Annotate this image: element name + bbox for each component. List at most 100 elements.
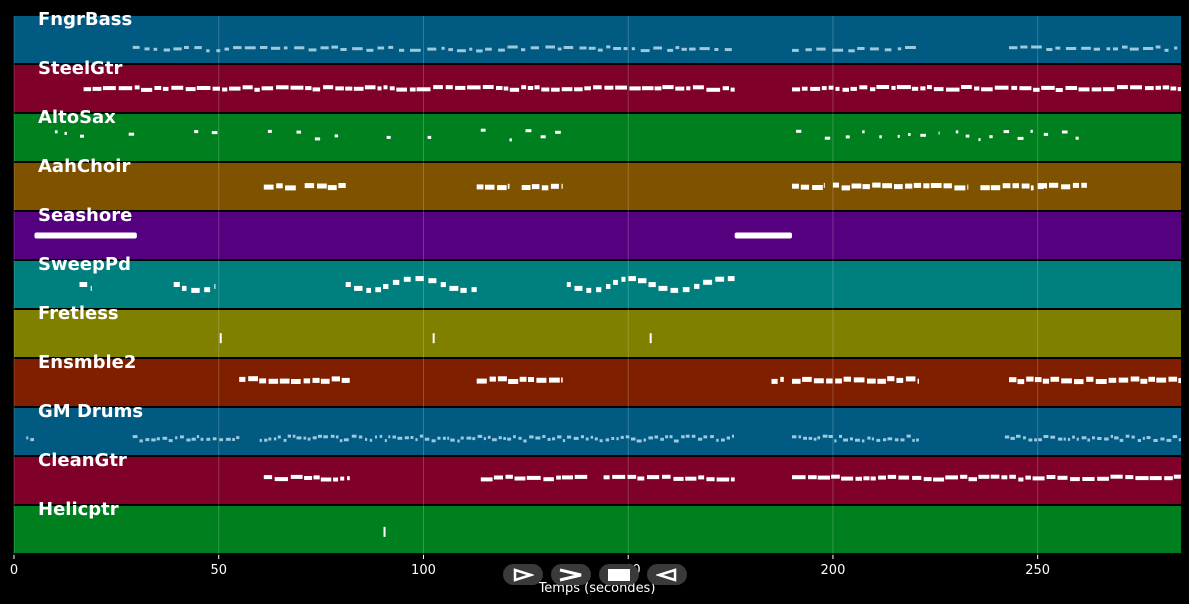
note: [1050, 435, 1056, 439]
note: [340, 48, 347, 51]
note: [428, 278, 437, 284]
note: [586, 287, 592, 293]
note: [279, 378, 290, 384]
note: [1025, 475, 1031, 480]
note: [933, 87, 944, 92]
note: [396, 87, 407, 92]
note: [938, 131, 940, 135]
note: [450, 438, 455, 442]
note: [366, 48, 374, 52]
note: [841, 476, 854, 481]
note: [808, 436, 813, 440]
note: [274, 477, 288, 482]
note: [323, 85, 334, 90]
note: [1119, 438, 1124, 442]
note: [1043, 132, 1049, 136]
stop-button[interactable]: [599, 564, 639, 585]
note: [905, 183, 913, 189]
note: [290, 85, 304, 90]
track-notes-gm-drums: [26, 434, 1181, 443]
note: [296, 130, 301, 134]
note: [547, 437, 551, 441]
note: [419, 434, 424, 438]
track-band-helicptr: [14, 506, 1181, 553]
note: [225, 437, 231, 441]
note: [102, 86, 116, 91]
note: [480, 477, 493, 482]
note: [304, 183, 315, 189]
note: [625, 435, 630, 439]
note: [388, 435, 391, 439]
note: [331, 376, 340, 382]
note: [612, 474, 626, 479]
play-button[interactable]: [503, 564, 543, 585]
note: [792, 183, 799, 189]
note: [1095, 379, 1107, 384]
note: [1102, 87, 1115, 92]
note: [603, 475, 610, 480]
note: [843, 376, 851, 382]
note: [196, 86, 211, 90]
fast-forward-button[interactable]: [551, 564, 591, 585]
note: [457, 49, 466, 53]
note: [862, 130, 865, 134]
note: [871, 437, 874, 441]
note: [599, 439, 603, 443]
note: [335, 435, 339, 439]
note: [191, 287, 200, 293]
track-label-fretless: Fretless: [38, 303, 119, 324]
note: [801, 86, 808, 91]
note: [483, 437, 486, 441]
track-label-steelgtr: SteelGtr: [38, 58, 123, 79]
note: [894, 438, 899, 442]
note: [489, 376, 496, 382]
note: [857, 47, 865, 50]
note: [1055, 88, 1063, 92]
note: [427, 47, 437, 51]
note: [822, 434, 828, 438]
note: [194, 130, 199, 134]
note: [294, 46, 305, 50]
note: [476, 184, 484, 190]
note: [1081, 182, 1087, 188]
note: [954, 185, 966, 191]
note: [1156, 377, 1167, 383]
note: [1017, 379, 1025, 385]
note: [567, 435, 572, 439]
note: [730, 87, 735, 92]
note: [816, 47, 826, 51]
note: [206, 49, 210, 53]
note: [242, 85, 253, 90]
note: [839, 434, 842, 438]
note: [1033, 87, 1040, 92]
note: [812, 185, 823, 190]
note: [365, 437, 368, 441]
note: [233, 46, 242, 50]
note: [1130, 376, 1140, 382]
note: [1061, 130, 1068, 134]
note: [1016, 434, 1021, 438]
note: [1142, 436, 1145, 440]
note: [1086, 376, 1094, 382]
note: [905, 46, 916, 49]
note: [1030, 185, 1034, 191]
note: [480, 128, 486, 132]
note: [351, 434, 357, 438]
note: [410, 436, 414, 439]
note: [798, 435, 802, 439]
note: [549, 377, 560, 383]
note: [662, 85, 674, 90]
note: [593, 85, 602, 90]
rewind-button[interactable]: [647, 564, 687, 585]
note: [724, 48, 732, 52]
note: [134, 85, 140, 90]
note: [1160, 437, 1165, 441]
note: [307, 437, 311, 441]
note: [80, 134, 84, 138]
note: [492, 438, 497, 442]
note: [792, 378, 801, 384]
note: [267, 129, 272, 133]
note: [273, 437, 277, 441]
note: [264, 438, 268, 442]
note: [685, 434, 690, 438]
